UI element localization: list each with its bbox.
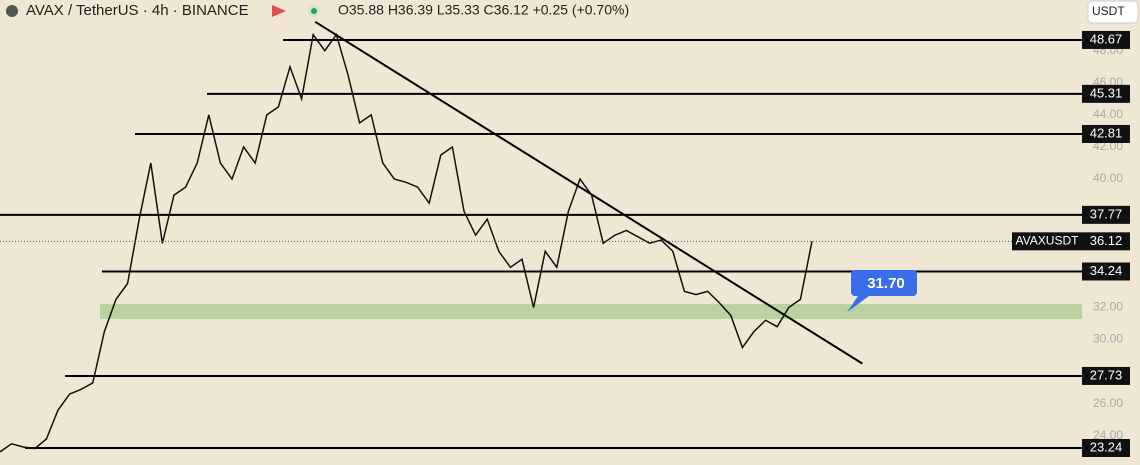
level-tag <box>1082 30 1130 49</box>
y-tick-label: 26.00 <box>1093 396 1123 410</box>
ohlc: O35.88 H36.39 L35.33 C36.12 +0.25 (+0.70… <box>338 2 629 18</box>
level-label: 42.81 <box>1090 125 1123 140</box>
callout-label: 31.70 <box>867 275 905 292</box>
currency-button[interactable] <box>1087 0 1139 24</box>
level-label: 48.67 <box>1090 31 1123 46</box>
support-zone <box>100 304 1082 319</box>
status-dot <box>311 8 317 14</box>
level-label: 34.24 <box>1090 263 1123 278</box>
trendline <box>314 20 863 365</box>
last-label: 36.12 <box>1090 233 1123 248</box>
level-tag <box>1082 124 1130 143</box>
y-tick-label: 24.00 <box>1093 428 1123 442</box>
level-tag <box>1082 84 1130 103</box>
last-name: AVAXUSDT <box>1016 233 1080 247</box>
logo <box>6 5 18 17</box>
y-tick-label: 30.00 <box>1093 332 1123 346</box>
y-tick-label: 40.00 <box>1093 171 1123 185</box>
last-name-tag <box>1012 232 1082 251</box>
last-tag <box>1082 232 1130 251</box>
flag <box>272 5 286 17</box>
level-label: 37.77 <box>1090 206 1123 221</box>
level-label: 27.73 <box>1090 367 1123 382</box>
y-tick-label: 32.00 <box>1093 300 1123 314</box>
level-label: 45.31 <box>1090 85 1123 100</box>
level-tag <box>1082 205 1130 224</box>
price-line <box>0 32 813 453</box>
level-tag <box>1082 262 1130 281</box>
plot: 48.0046.0044.0042.0040.0032.0030.0026.00… <box>0 20 1130 457</box>
callout-box <box>847 270 917 313</box>
currency[interactable]: USDT <box>1092 4 1125 18</box>
y-tick-label: 44.00 <box>1093 107 1123 121</box>
level-label: 23.24 <box>1090 439 1123 454</box>
level-tag <box>1082 438 1130 457</box>
level-tag <box>1082 366 1130 385</box>
symbol: AVAX / TetherUS · 4h · BINANCE <box>26 2 249 19</box>
